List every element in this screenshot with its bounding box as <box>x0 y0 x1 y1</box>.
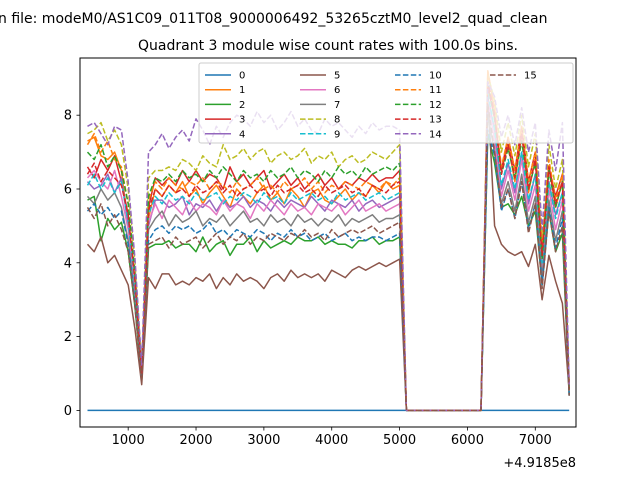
legend-label: 8 <box>334 115 340 126</box>
y-tick-label: 8 <box>64 109 72 124</box>
legend-label: 1 <box>239 85 245 96</box>
y-tick-label: 6 <box>64 182 72 197</box>
legend-label: 10 <box>429 71 442 82</box>
legend-label: 4 <box>239 129 245 140</box>
legend-label: 9 <box>334 129 340 140</box>
legend-label: 7 <box>334 100 340 111</box>
chart-title: Quadrant 3 module wise count rates with … <box>138 38 518 54</box>
legend-label: 14 <box>429 129 442 140</box>
legend-label: 3 <box>239 115 245 126</box>
legend-label: 2 <box>239 100 245 111</box>
y-tick-label: 4 <box>64 256 72 271</box>
x-tick-label: 6000 <box>451 433 484 448</box>
legend-label: 11 <box>429 85 442 96</box>
axes-ticks: 1000 2000 3000 4000 5000 6000 7000 0 2 4 6 8 <box>64 109 552 448</box>
x-tick-label: 2000 <box>179 433 212 448</box>
x-tick-label: 4000 <box>315 433 348 448</box>
legend-label: 5 <box>334 71 340 82</box>
x-offset-label: +4.9185e8 <box>503 456 576 471</box>
x-tick-label: 1000 <box>112 433 145 448</box>
x-tick-label: 3000 <box>247 433 280 448</box>
plot-lines <box>86 70 570 412</box>
axes-frame <box>79 57 577 428</box>
legend-label: 13 <box>429 115 442 126</box>
legend-box <box>198 62 574 144</box>
legend-label: 6 <box>334 85 340 96</box>
legend-label: 15 <box>524 71 537 82</box>
figure-suptitle: n file: modeM0/AS1C09_011T08_9000006492_… <box>0 11 547 27</box>
x-tick-label: 7000 <box>519 433 552 448</box>
legend-label: 0 <box>239 71 245 82</box>
x-tick-label: 5000 <box>383 433 416 448</box>
y-tick-label: 2 <box>64 330 72 345</box>
legend-label: 12 <box>429 100 442 111</box>
y-tick-label: 0 <box>64 404 72 419</box>
